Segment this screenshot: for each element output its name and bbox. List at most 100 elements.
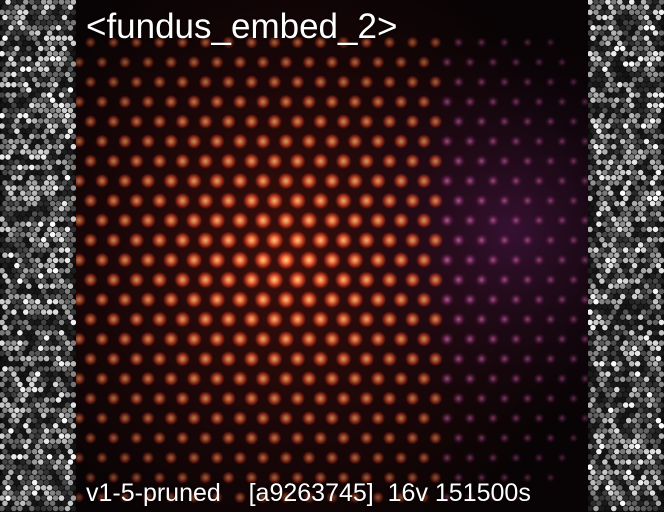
noise-cell [647,454,653,460]
noise-cell [65,320,71,326]
noise-cell [659,495,664,501]
noise-cell [47,506,53,512]
noise-cell [605,485,611,491]
fundus-dot [198,391,213,406]
noise-cell [617,258,623,264]
noise-cell [599,423,605,429]
noise-cell [644,314,650,320]
noise-cell [647,154,653,160]
noise-cell [53,185,59,191]
noise-cell [23,185,29,191]
fundus-dot [499,76,511,88]
noise-cell [17,495,23,501]
noise-cell [653,134,659,140]
noise-cell [644,35,650,41]
noise-cell [32,25,38,31]
noise-cell [35,278,41,284]
noise-cell [596,408,602,414]
noise-cell [629,402,635,408]
noise-cell [20,387,26,393]
noise-cell [50,25,56,31]
noise-cell [611,123,617,129]
noise-cell [638,387,644,393]
noise-cell [68,335,74,341]
noise-cell [605,444,611,450]
noise-cell [41,475,47,481]
noise-cell [14,335,20,341]
noise-cell [17,113,23,119]
noise-cell [647,113,653,119]
noise-cell [59,103,65,109]
noise-cell [11,41,17,47]
noise-cell [35,402,41,408]
noise-cell [35,196,41,202]
noise-cell [5,454,11,460]
fundus-dot [464,56,476,68]
fundus-dot [348,411,363,426]
noise-cell [44,221,50,227]
noise-cell [623,103,629,109]
noise-cell [56,283,62,289]
noise-cell [656,314,662,320]
noise-cell [8,46,14,52]
noise-cell [653,92,659,98]
noise-cell [626,252,632,258]
fundus-dot [95,213,110,228]
noise-cell [59,475,65,481]
noise-cell [50,397,56,403]
noise-cell [656,408,662,414]
noise-cell [653,30,659,36]
noise-cell [641,371,647,377]
fundus-dot [197,351,213,367]
noise-cell [11,154,17,160]
noise-cell [50,501,56,507]
fundus-dot [533,373,545,385]
noise-cell [617,165,623,171]
noise-cell [647,485,653,491]
noise-cell [611,20,617,26]
noise-cell [587,103,593,109]
noise-cell [5,371,11,377]
noise-cell [38,377,44,383]
noise-cell [614,159,620,165]
fundus-dot [545,472,555,482]
noise-cell [620,97,626,103]
fundus-dot [451,233,466,248]
noise-cell [656,304,662,310]
fundus-dot [428,154,443,169]
noise-cell [68,325,74,331]
noise-cell [38,408,44,414]
noise-cell [44,66,50,72]
noise-cell [2,25,8,31]
noise-cell [65,278,71,284]
noise-cell [653,495,659,501]
noise-cell [602,77,608,83]
noise-cell [23,485,29,491]
noise-cell [626,397,632,403]
fundus-dot [84,352,98,366]
noise-cell [8,273,14,279]
fundus-dot [568,77,579,88]
noise-cell [611,464,617,470]
noise-cell [638,128,644,134]
noise-cell [629,51,635,57]
fundus-dot [174,311,191,328]
noise-cell [656,190,662,196]
noise-cell [14,170,20,176]
noise-cell [623,433,629,439]
noise-cell [623,382,629,388]
noise-cell [11,165,17,171]
noise-cell [617,454,623,460]
noise-cell [0,289,5,295]
noise-cell [47,392,53,398]
fundus-dot [509,293,523,307]
noise-cell [614,377,620,383]
noise-cell [32,180,38,186]
noise-cell [635,361,641,367]
noise-cell [17,247,23,253]
noise-cell [641,0,647,5]
noise-cell [623,20,629,26]
noise-cell [641,61,647,67]
noise-cell [62,335,68,341]
noise-cell [626,263,632,269]
